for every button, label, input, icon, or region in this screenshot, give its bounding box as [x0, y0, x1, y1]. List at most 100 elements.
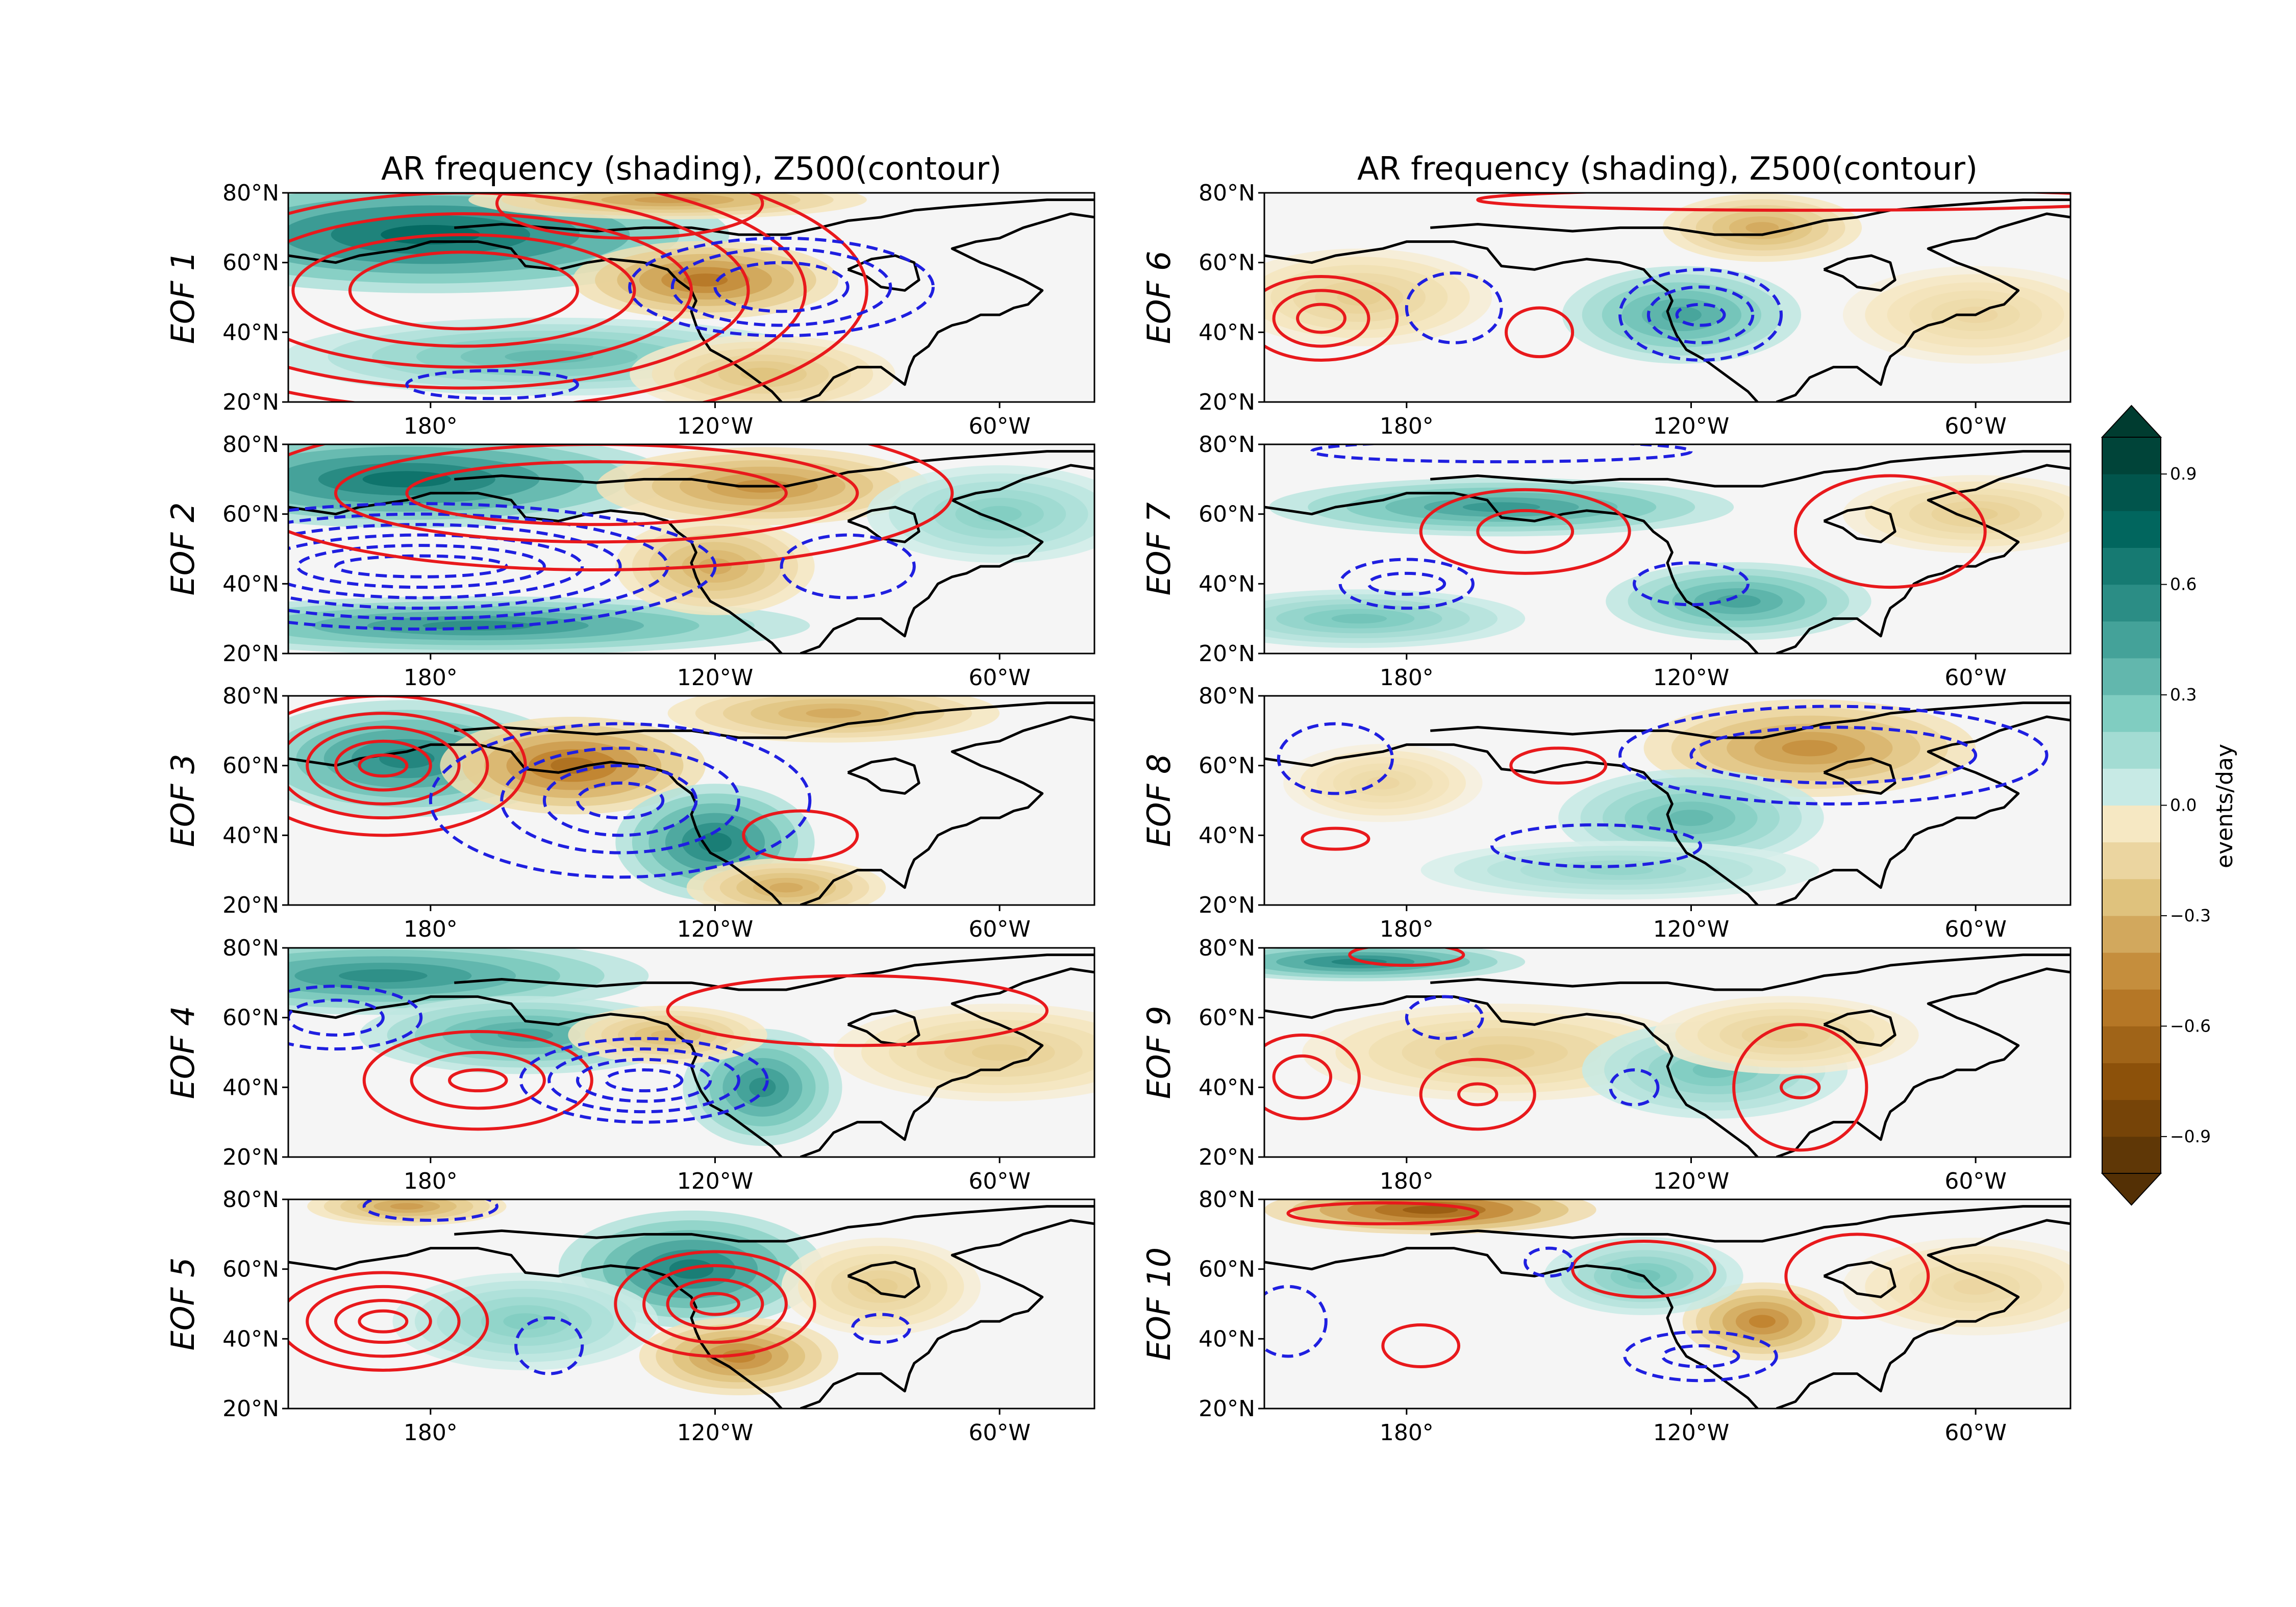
contour-positive [1264, 1033, 1361, 1120]
coastline [1823, 506, 1896, 543]
map-field [1264, 444, 2070, 654]
panel-label: EOF 5 [164, 1258, 202, 1351]
coastline [847, 1261, 920, 1298]
panel-label: EOF 6 [1140, 251, 1178, 344]
lat-tick-label: 60°N [222, 501, 279, 528]
lon-tick-label: 180° [404, 1168, 458, 1194]
shading-level [1745, 222, 1779, 234]
shading-level [390, 1203, 423, 1210]
panel-frame [1263, 1198, 2072, 1410]
lon-tick-label: 180° [1380, 1168, 1434, 1194]
contour-positive [1272, 1054, 1333, 1099]
lat-tick-label: 80°N [1199, 1187, 1255, 1213]
panel-eof-10: 20°N 40°N 60°N 80°N 180° 120°W 60°W EOF 10 [1140, 1187, 2072, 1446]
colorbar-level [2102, 952, 2161, 990]
lat-tick-label: 40°N [222, 571, 279, 597]
shading-level [1763, 1028, 1808, 1042]
lat-tick-label: 20°N [222, 1144, 279, 1170]
panel-frame [287, 1198, 1095, 1410]
contour-positive [288, 193, 807, 402]
coastline [454, 198, 1094, 236]
panel-frame [287, 443, 1095, 655]
lon-tick-label: 120°W [677, 665, 754, 691]
lat-tick-label: 40°N [222, 822, 279, 848]
colorbar-level [2102, 842, 2161, 880]
coastline [1823, 1261, 1896, 1298]
lat-tick-label: 40°N [222, 319, 279, 345]
lon-tick-label: 60°W [1944, 665, 2007, 691]
panel-frame [1263, 443, 2072, 655]
contour-negative [1618, 268, 1783, 362]
lat-tick-label: 80°N [1199, 432, 1255, 458]
contour-negative [628, 236, 935, 338]
lat-tick-label: 40°N [1199, 1074, 1255, 1100]
contour-positive [1476, 193, 2070, 212]
lat-tick-label: 20°N [1199, 389, 1255, 415]
colorbar-tick-label: 0.0 [2170, 795, 2197, 815]
colorbar-level [2102, 989, 2161, 1026]
contour-positive [1381, 1323, 1461, 1368]
colorbar-tick-label: 0.9 [2170, 464, 2197, 484]
shading-level [1587, 865, 1654, 875]
contour-negative [604, 1068, 684, 1093]
lon-tick-label: 60°W [968, 665, 1031, 691]
contour-positive [742, 809, 859, 862]
contour-negative [576, 781, 665, 820]
coastline [1430, 953, 2070, 991]
contour-negative [514, 1316, 584, 1375]
contour-positive [1348, 948, 1465, 967]
map-field [1264, 193, 2070, 402]
coastline [454, 1205, 1094, 1243]
lat-tick-label: 80°N [222, 935, 279, 961]
contour-positive [1457, 1082, 1499, 1107]
contour-positive [358, 1309, 409, 1334]
coastline [847, 1009, 920, 1047]
contour-negative [288, 533, 584, 599]
contour-positive [410, 1051, 546, 1110]
panel-frame [1263, 947, 2072, 1158]
contour-positive [334, 444, 859, 544]
coastline [800, 212, 1094, 402]
contour-positive [666, 1278, 764, 1330]
panel-frame [287, 192, 1095, 403]
coastline [847, 757, 920, 795]
colorbar-tick-label: −0.3 [2170, 906, 2211, 925]
colorbar-level [2102, 1099, 2161, 1137]
map-field [288, 193, 1094, 402]
map-field [1264, 1199, 2070, 1409]
lat-tick-label: 20°N [222, 389, 279, 415]
shading-level [1366, 776, 1400, 790]
lat-tick-label: 60°N [1199, 753, 1255, 779]
coastline [288, 240, 783, 402]
contour-negative [1338, 558, 1475, 610]
shading-level [769, 883, 803, 893]
contour-negative [405, 369, 579, 400]
contour-positive [1571, 1240, 1716, 1299]
contour-positive [1296, 303, 1346, 334]
contour-negative [547, 1047, 740, 1114]
contour-negative [1689, 725, 1978, 785]
contour-positive [642, 1264, 788, 1344]
coastline [454, 701, 1094, 739]
lon-tick-label: 60°W [1944, 413, 2007, 439]
shading-level [683, 273, 728, 287]
coastline [1823, 1009, 1896, 1047]
lon-tick-label: 180° [404, 1420, 458, 1446]
contour-positive [1784, 1233, 1930, 1320]
colorbar-level [2102, 878, 2161, 916]
contour-negative [780, 533, 916, 599]
colorbar-level [2102, 1136, 2161, 1174]
shading-level [1661, 307, 1702, 323]
panel-frame [287, 695, 1095, 906]
lon-tick-label: 120°W [1653, 916, 1730, 942]
contour-positive [288, 193, 750, 390]
lat-tick-label: 40°N [1199, 1326, 1255, 1352]
contour-positive [291, 233, 636, 348]
shading-level [503, 1313, 548, 1330]
lon-tick-label: 180° [404, 413, 458, 439]
contour-positive [334, 1299, 432, 1344]
lon-tick-label: 60°W [1944, 1168, 2007, 1194]
lat-tick-label: 80°N [222, 432, 279, 458]
lon-tick-label: 180° [1380, 413, 1434, 439]
shading-level [1403, 1206, 1458, 1214]
